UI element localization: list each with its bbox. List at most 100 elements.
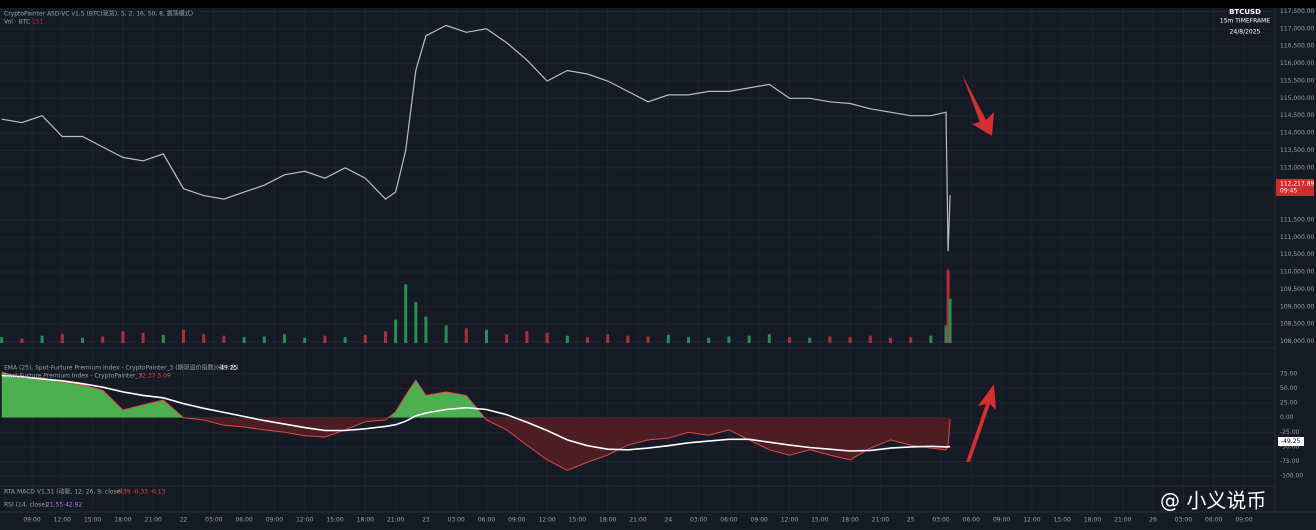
x-tick-label: 06:00 <box>478 517 495 524</box>
volume-bar <box>394 319 398 343</box>
volume-label: Vol · BTC <box>4 19 30 26</box>
volume-bar <box>929 335 933 343</box>
volume-bar <box>424 316 428 343</box>
volume-bar <box>202 334 206 343</box>
x-tick-label: 06:00 <box>1205 517 1222 524</box>
x-tick-label: 03:00 <box>690 517 707 524</box>
y-tick-label: -50.00 <box>1280 443 1300 450</box>
volume-bar <box>182 329 186 343</box>
volume-bar <box>343 337 347 343</box>
y-tick-label: 109,000.00 <box>1280 303 1315 310</box>
symbol: BTCUSD <box>1229 8 1261 16</box>
down-arrow <box>962 74 994 136</box>
volume-bar <box>889 337 893 343</box>
y-tick-label: 114,000.00 <box>1280 130 1315 137</box>
x-tick-label: 09:00 <box>993 517 1010 524</box>
date: 24/8/2025 <box>1230 29 1261 36</box>
volume-bar <box>303 337 307 343</box>
volume-bar <box>161 334 165 343</box>
timeframe: 15m TIMEFRAME <box>1220 18 1270 25</box>
x-tick-label: 12:00 <box>538 517 555 524</box>
y-tick-label: 115,000.00 <box>1280 95 1315 102</box>
x-tick-label: 09:00 <box>23 517 40 524</box>
x-tick-label: 03:00 <box>205 517 222 524</box>
rsi-values: 21.55 42.92 <box>46 502 82 509</box>
x-tick-label: 06:00 <box>963 517 980 524</box>
y-tick-label: 116,500.00 <box>1280 43 1315 50</box>
y-tick-label: 25.00 <box>1280 400 1297 407</box>
volume-bar <box>707 337 711 343</box>
volume-bar <box>242 337 246 343</box>
price-line <box>1 24 951 252</box>
indicator-label: CryptoPainter ASD-VC v1.5 (BTC(现货), 5, 2… <box>4 10 193 18</box>
x-tick-label: 15:00 <box>84 517 101 524</box>
macd-label: RTA MACD V1.31 (动能, 12, 26, 9, close) <box>4 488 123 496</box>
volume-bar <box>828 336 832 343</box>
volume-bar <box>384 331 388 343</box>
ema-legend: EMA (25), Spot-Furture Premium Index - C… <box>4 364 239 372</box>
volume-bar <box>565 335 569 343</box>
volume-bar <box>545 332 549 343</box>
volume-bar <box>101 336 105 343</box>
y-tick-label: 0.00 <box>1280 414 1294 421</box>
volume-bar <box>909 337 913 343</box>
area-fill-negative <box>1 417 951 471</box>
ema-badge-value: -49.25 <box>1281 438 1301 445</box>
volume-bar <box>464 328 468 343</box>
x-tick-label: 18:00 <box>357 517 374 524</box>
volume-bar <box>20 338 24 343</box>
marks: 09:00 12:00 15:00 18:00 21:00 22 03:00 06:00 09:… <box>0 8 1315 524</box>
volume-bar <box>141 332 145 343</box>
volume-bar <box>525 331 529 343</box>
y-tick-label: 110,000.00 <box>1280 269 1315 276</box>
x-tick-label: 21:00 <box>1114 517 1131 524</box>
ema-line <box>1 374 951 452</box>
y-tick-label: 50.00 <box>1280 385 1297 392</box>
y-tick-label: 108,000.00 <box>1280 338 1315 345</box>
x-tick-label: 09:00 <box>751 517 768 524</box>
x-tick-label: 03:00 <box>932 517 949 524</box>
y-tick-label: 114,500.00 <box>1280 112 1315 119</box>
x-tick-label: 18:00 <box>841 517 858 524</box>
x-tick-label: 09:00 <box>1235 517 1252 524</box>
volume-bar <box>505 334 509 343</box>
volume-bar <box>60 334 64 343</box>
x-tick-label: 21:00 <box>872 517 889 524</box>
y-tick-label: 75.00 <box>1280 370 1297 377</box>
volume-bar <box>283 334 287 343</box>
up-arrow <box>966 384 996 462</box>
x-tick-label: 21:00 <box>387 517 404 524</box>
x-tick-label: 15:00 <box>326 517 343 524</box>
y-tick-label: 117,500.00 <box>1280 8 1315 15</box>
y-tick-label: 111,500.00 <box>1280 216 1315 223</box>
y-tick-label: 108,500.00 <box>1280 321 1315 328</box>
x-tick-label: 12:00 <box>781 517 798 524</box>
volume-bar <box>404 284 408 343</box>
volume-bar <box>323 335 327 343</box>
volume-bar <box>444 325 448 343</box>
volume-value: 151 <box>32 19 44 26</box>
ema-value: -49.25 <box>218 365 238 372</box>
y-tick-label: 113,500.00 <box>1280 147 1315 154</box>
y-tick-label: 117,000.00 <box>1280 25 1315 32</box>
volume-bar <box>747 335 751 343</box>
volume-bar <box>808 337 812 343</box>
volume-bar <box>81 337 85 343</box>
volume-bar <box>485 329 489 343</box>
x-tick-label: 25 <box>907 517 915 524</box>
x-tick-label: 09:00 <box>508 517 525 524</box>
x-tick-label: 06:00 <box>235 517 252 524</box>
watermark: @ 小义说币 <box>1160 489 1266 513</box>
x-tick-label: 15:00 <box>1054 517 1071 524</box>
x-tick-label: 06:00 <box>720 517 737 524</box>
y-tick-label: -75.00 <box>1280 458 1300 465</box>
x-tick-label: 21:00 <box>145 517 162 524</box>
volume-bar <box>414 301 418 343</box>
x-tick-label: 09:00 <box>266 517 283 524</box>
volume-bar <box>586 337 590 343</box>
last-price: 112,217.89 <box>1280 181 1315 188</box>
volume-bar <box>121 331 125 343</box>
x-tick-label: 26 <box>1149 517 1157 524</box>
